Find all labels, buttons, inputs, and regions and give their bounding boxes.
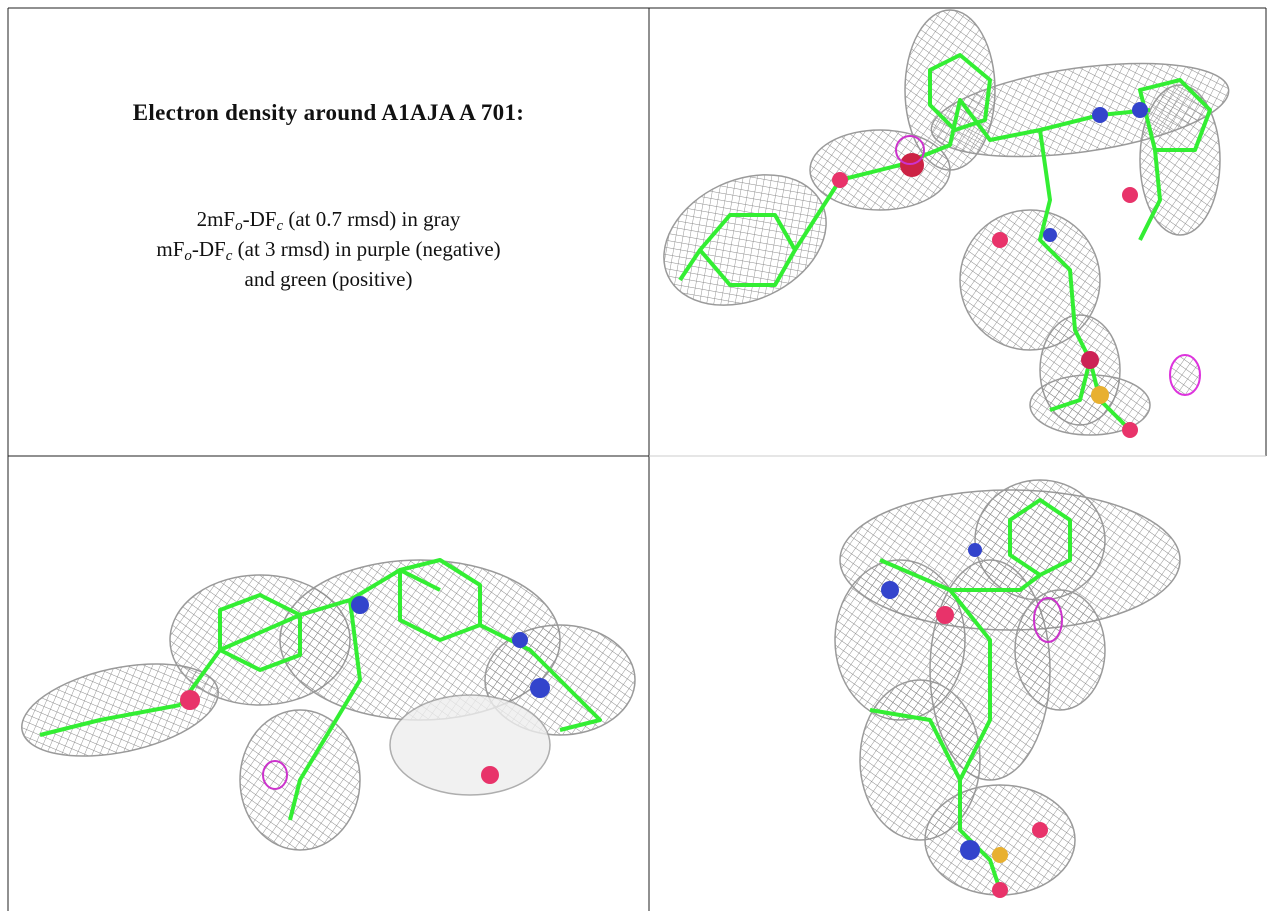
density-view-2 <box>21 558 636 851</box>
text-cell: Electron density around A1AJA A 701: 2mF… <box>8 8 649 456</box>
text: (at 0.7 rmsd) in gray <box>283 207 461 231</box>
legend: 2mFo-DFc (at 0.7 rmsd) in gray mFo-DFc (… <box>8 204 649 294</box>
density-view-1 <box>663 9 1230 438</box>
density-view-3 <box>834 479 1181 898</box>
legend-line: mFo-DFc (at 3 rmsd) in purple (negative) <box>8 234 649 264</box>
text: 2mF <box>196 207 236 231</box>
text: mF <box>156 237 185 261</box>
subscript: c <box>225 248 233 264</box>
subscript: o <box>184 248 192 264</box>
legend-line: 2mFo-DFc (at 0.7 rmsd) in gray <box>8 204 649 234</box>
text: and green (positive) <box>244 267 413 291</box>
text: -DF <box>242 207 277 231</box>
subscript: c <box>276 218 284 234</box>
table-borders <box>7 7 1267 911</box>
text: -DF <box>191 237 226 261</box>
text: (at 3 rmsd) in purple (negative) <box>232 237 501 261</box>
subscript: o <box>235 218 243 234</box>
title: Electron density around A1AJA A 701: <box>132 100 525 125</box>
legend-line: and green (positive) <box>8 264 649 294</box>
